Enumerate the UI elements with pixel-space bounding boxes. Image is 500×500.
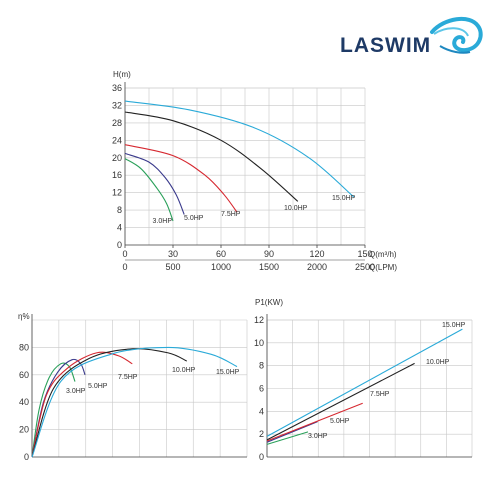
x-tick-label-secondary: 1000 (211, 262, 231, 272)
y-tick-label: 4 (117, 223, 122, 233)
x-tick-label-secondary: 2000 (307, 262, 327, 272)
series-label: 3.0HP (66, 388, 86, 395)
y-tick-label: 2 (259, 429, 264, 439)
series-line (124, 111, 299, 202)
series-line (266, 328, 463, 437)
logo-text: LASWIM (340, 34, 431, 57)
series-line (31, 362, 76, 458)
y-tick-label: 28 (112, 118, 122, 128)
x-tick-label-secondary: 2500 (355, 262, 375, 272)
y-axis-title: η% (18, 312, 30, 321)
x-tick-label: 90 (264, 249, 274, 259)
series-label: 7.5HP (370, 391, 390, 398)
series-line (31, 351, 133, 458)
series-line (124, 158, 174, 222)
y-tick-label: 20 (19, 425, 29, 435)
x-tick-label: 0 (122, 249, 127, 259)
series-label: 15.0HP (216, 369, 240, 376)
y-tick-label: 8 (117, 205, 122, 215)
x-tick-label: 150 (357, 249, 372, 259)
x-axis-title: Q(m³/h) (369, 250, 397, 259)
series-label: 7.5HP (118, 374, 138, 381)
y-tick-label: 12 (112, 188, 122, 198)
y-tick-label: 32 (112, 100, 122, 110)
series-label: 7.5HP (221, 211, 241, 218)
y-tick-label: 6 (259, 384, 264, 394)
series-label: 10.0HP (426, 359, 450, 366)
y-axis-title: P1(KW) (255, 298, 283, 307)
grid (31, 319, 248, 458)
series-label: 15.0HP (442, 322, 466, 329)
series-label: 5.0HP (184, 215, 204, 222)
series-line (124, 144, 238, 213)
series-label: 5.0HP (88, 383, 108, 390)
x-tick-label-secondary: 1500 (259, 262, 279, 272)
y-tick-label: 4 (259, 406, 264, 416)
series-line (266, 431, 309, 445)
series-label: 15.0HP (332, 195, 356, 202)
y-tick-label: 8 (259, 361, 264, 371)
y-axis-title: H(m) (113, 70, 131, 79)
series-line (31, 346, 238, 458)
y-tick-label: 16 (112, 170, 122, 180)
y-tick-label: 40 (19, 397, 29, 407)
series-label: 3.0HP (308, 433, 328, 440)
x-tick-label: 30 (168, 249, 178, 259)
series-line (266, 362, 415, 441)
series-label: 10.0HP (172, 367, 196, 374)
y-tick-label: 0 (259, 452, 264, 462)
x-tick-label-secondary: 500 (165, 262, 180, 272)
x-tick-label-secondary: 0 (122, 262, 127, 272)
series-label: 10.0HP (284, 205, 308, 212)
series-line (124, 152, 185, 215)
y-tick-label: 60 (19, 370, 29, 380)
series-label: 5.0HP (330, 418, 350, 425)
x-tick-label: 60 (216, 249, 226, 259)
x-tick-label: 120 (309, 249, 324, 259)
y-tick-label: 0 (24, 452, 29, 462)
y-tick-label: 80 (19, 342, 29, 352)
series-line (124, 100, 355, 198)
y-tick-label: 36 (112, 83, 122, 93)
series-line (31, 348, 188, 458)
shell-icon (430, 16, 483, 54)
series-label: 3.0HP (153, 218, 173, 225)
y-tick-label: 24 (112, 135, 122, 145)
y-tick-label: 10 (254, 338, 264, 348)
y-tick-label: 12 (254, 315, 264, 325)
y-tick-label: 20 (112, 153, 122, 163)
logo: LASWIM (340, 16, 483, 57)
series-line (266, 402, 363, 442)
x-axis-title-secondary: Q(LPM) (369, 263, 397, 272)
y-tick-label: 0 (117, 240, 122, 250)
series-line (266, 421, 318, 443)
chart-power: 0 2 4 6 8 10 12 P1(KW) 3.0HP 5.0HP 7.5HP 10.0HP 15.0… (254, 298, 473, 462)
